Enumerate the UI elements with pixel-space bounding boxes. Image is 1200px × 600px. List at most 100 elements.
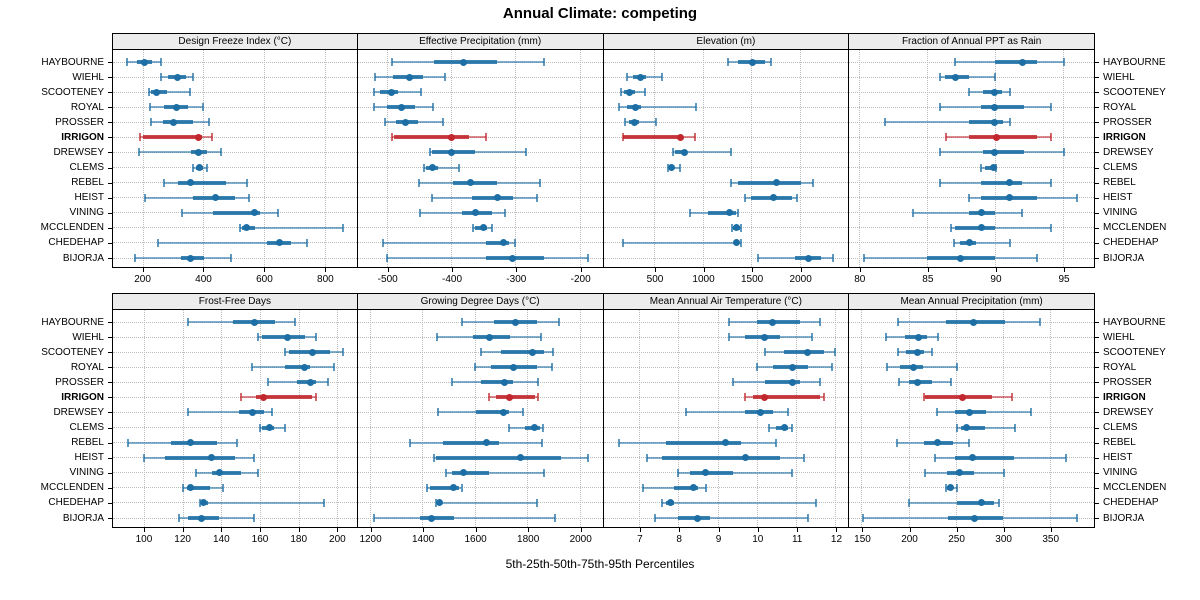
interquartile-bar	[689, 470, 734, 475]
row-tick-left	[108, 457, 112, 459]
median-dot	[965, 239, 973, 247]
whisker-cap-low	[480, 348, 483, 357]
whisker-cap-high	[305, 238, 308, 247]
panel-strip: Design Freeze Index (°C)	[112, 33, 358, 50]
median-dot	[977, 224, 985, 232]
whisker-cap-high	[586, 254, 589, 262]
x-tick-label: 85	[922, 274, 934, 285]
interval-whisker	[373, 517, 555, 519]
grid-line-vertical	[751, 50, 753, 267]
whisker-cap-high	[159, 58, 162, 66]
whisker-cap-high	[235, 438, 238, 447]
median-dot	[990, 164, 998, 172]
site-label-right: CLEMS	[1103, 162, 1138, 174]
site-label-right: HEIST	[1103, 192, 1133, 204]
interquartile-bar	[481, 380, 514, 385]
interquartile-bar	[394, 135, 469, 140]
x-tick-label: 1000	[692, 274, 715, 285]
x-tick-label: 90	[990, 274, 1002, 285]
axis-tick	[298, 528, 300, 532]
interquartile-bar	[435, 455, 561, 460]
axis-tick	[528, 528, 530, 532]
whisker-cap-low	[954, 58, 957, 66]
panel-strip: Growing Degree Days (°C)	[357, 293, 604, 310]
median-dot	[467, 179, 475, 187]
whisker-cap-high	[551, 363, 554, 372]
x-tick-label: 1500	[740, 274, 764, 285]
whisker-cap-high	[538, 178, 541, 187]
whisker-cap-high	[513, 238, 516, 247]
row-tick-right	[1095, 457, 1099, 459]
panel-plot-inner	[849, 310, 1094, 527]
whisker-cap-high	[643, 88, 646, 97]
interquartile-bar	[756, 320, 801, 324]
site-label-left: HAYBOURNE	[41, 316, 104, 328]
whisker-cap-high	[661, 73, 664, 82]
whisker-cap-high	[554, 514, 556, 522]
grid-line-vertical	[142, 50, 144, 267]
interquartile-bar	[211, 470, 241, 475]
whisker-cap-low	[945, 483, 948, 492]
site-label-right: DREWSEY	[1103, 146, 1154, 158]
whisker-cap-high	[818, 318, 821, 326]
row-tick-right	[1095, 152, 1099, 154]
interval-whisker	[383, 241, 515, 244]
grid-line-horizontal	[357, 351, 603, 353]
grid-line-vertical	[1063, 50, 1065, 267]
grid-line-horizontal	[603, 106, 849, 108]
site-label-right: CHEDEHAP	[1103, 497, 1159, 509]
whisker-cap-high	[552, 348, 555, 357]
site-label-left: REBEL	[71, 437, 104, 449]
whisker-cap-low	[177, 514, 180, 522]
median-dot	[947, 484, 955, 492]
whisker-cap-low	[460, 318, 463, 326]
median-dot	[772, 179, 780, 187]
figure-title: Annual Climate: competing	[502, 5, 698, 22]
median-dot	[1018, 58, 1026, 66]
interquartile-bar	[256, 395, 313, 400]
row-tick-left	[108, 152, 112, 154]
whisker-cap-high	[822, 393, 825, 402]
row-tick-left	[108, 427, 112, 429]
median-dot	[530, 424, 538, 432]
interquartile-bar	[261, 335, 305, 340]
row-tick-left	[108, 258, 112, 259]
row-tick-right	[1095, 337, 1099, 339]
site-label-left: CHEDEHAP	[48, 237, 104, 249]
x-tick-label: 1600	[464, 534, 487, 545]
whisker-cap-high	[431, 103, 434, 112]
whisker-cap-low	[372, 103, 375, 112]
whisker-cap-low	[883, 118, 886, 127]
grid-line-vertical	[678, 310, 680, 527]
whisker-cap-low	[372, 514, 375, 522]
whisker-cap-high	[248, 193, 251, 202]
grid-line-horizontal	[113, 121, 357, 123]
site-label-left: HAYBOURNE	[41, 56, 104, 68]
x-tick-label: 80	[854, 274, 866, 285]
median-dot	[186, 439, 194, 447]
whisker-cap-high	[522, 408, 525, 417]
median-dot	[215, 469, 223, 477]
interval-whisker	[951, 226, 1051, 229]
x-tick-label: 200	[134, 274, 151, 285]
site-label-right: SCOOTENEY	[1103, 346, 1166, 358]
whisker-cap-low	[238, 223, 241, 232]
grid-line-horizontal	[849, 336, 1094, 338]
interval-whisker	[954, 241, 1010, 244]
grid-line-horizontal	[113, 61, 357, 63]
whisker-cap-high	[997, 498, 1000, 507]
whisker-cap-low	[195, 468, 198, 477]
whisker-cap-low	[187, 318, 190, 326]
grid-line-vertical	[653, 50, 655, 267]
median-dot	[991, 148, 999, 156]
whisker-cap-low	[139, 133, 142, 142]
interquartile-bar	[429, 485, 459, 490]
axis-tick	[182, 528, 184, 532]
x-tick-label: 10	[752, 534, 764, 545]
whisker-cap-low	[422, 163, 425, 172]
grid-line-vertical	[264, 50, 266, 267]
whisker-cap-low	[672, 148, 675, 157]
panel-plot-inner	[113, 50, 357, 267]
axis-tick	[370, 528, 372, 532]
whisker-cap-high	[694, 103, 697, 112]
